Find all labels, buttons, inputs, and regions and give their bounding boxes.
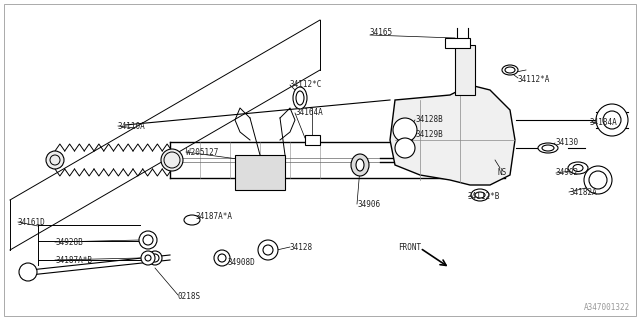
- Text: 34129B: 34129B: [415, 130, 443, 139]
- Ellipse shape: [471, 189, 489, 201]
- Text: 34182A: 34182A: [569, 188, 596, 197]
- Circle shape: [148, 251, 162, 265]
- Polygon shape: [390, 85, 515, 185]
- Text: 34187A*B: 34187A*B: [55, 256, 92, 265]
- Circle shape: [19, 263, 37, 281]
- Text: 34184A: 34184A: [590, 118, 618, 127]
- Text: 34906: 34906: [357, 200, 380, 209]
- Text: 34187A*A: 34187A*A: [196, 212, 233, 221]
- Ellipse shape: [542, 145, 554, 151]
- Text: 34112*C: 34112*C: [290, 80, 323, 89]
- Text: 34128: 34128: [290, 243, 313, 252]
- Circle shape: [603, 111, 621, 129]
- Circle shape: [263, 245, 273, 255]
- Ellipse shape: [502, 65, 518, 75]
- Circle shape: [161, 149, 183, 171]
- Text: 34164A: 34164A: [295, 108, 323, 117]
- Circle shape: [589, 171, 607, 189]
- Text: 34110A: 34110A: [118, 122, 146, 131]
- Text: 34161D: 34161D: [18, 218, 45, 227]
- Circle shape: [214, 250, 230, 266]
- Text: 34902: 34902: [556, 168, 579, 177]
- Circle shape: [143, 235, 153, 245]
- Text: 34928B: 34928B: [55, 238, 83, 247]
- Ellipse shape: [568, 162, 588, 174]
- Text: NS: NS: [498, 168, 508, 177]
- Circle shape: [141, 251, 155, 265]
- Text: FRONT: FRONT: [398, 244, 421, 252]
- Circle shape: [258, 240, 278, 260]
- Ellipse shape: [293, 87, 307, 109]
- Circle shape: [584, 166, 612, 194]
- Text: W205127: W205127: [186, 148, 218, 157]
- Text: A347001322: A347001322: [584, 303, 630, 312]
- Text: 34165: 34165: [370, 28, 393, 37]
- Circle shape: [393, 118, 417, 142]
- Circle shape: [218, 254, 226, 262]
- Circle shape: [151, 254, 159, 262]
- Ellipse shape: [505, 67, 515, 73]
- Circle shape: [395, 138, 415, 158]
- Circle shape: [46, 151, 64, 169]
- Text: 34908D: 34908D: [228, 258, 256, 267]
- Bar: [305, 135, 320, 145]
- Circle shape: [145, 255, 151, 261]
- Text: 34130: 34130: [555, 138, 578, 147]
- Circle shape: [139, 231, 157, 249]
- Text: 34112*B: 34112*B: [468, 192, 500, 201]
- Ellipse shape: [573, 164, 583, 172]
- Ellipse shape: [538, 143, 558, 153]
- Ellipse shape: [475, 192, 485, 198]
- Bar: [235, 155, 285, 190]
- Circle shape: [596, 104, 628, 136]
- Ellipse shape: [356, 159, 364, 171]
- Ellipse shape: [184, 215, 200, 225]
- Bar: [455, 45, 475, 95]
- Bar: [445, 38, 470, 48]
- Ellipse shape: [296, 91, 304, 105]
- Ellipse shape: [351, 154, 369, 176]
- Text: 34128B: 34128B: [415, 115, 443, 124]
- Text: 34112*A: 34112*A: [518, 75, 550, 84]
- Text: 0218S: 0218S: [178, 292, 201, 301]
